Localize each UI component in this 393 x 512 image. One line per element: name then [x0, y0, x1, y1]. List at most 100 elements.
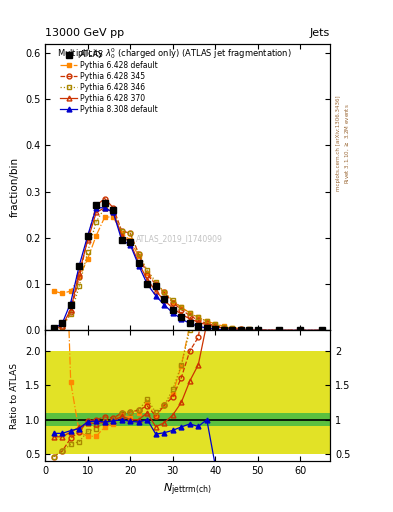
Pythia 6.428 370	[247, 327, 252, 333]
Pythia 6.428 346	[60, 324, 64, 330]
Y-axis label: fraction/bin: fraction/bin	[9, 157, 19, 217]
Pythia 6.428 default	[221, 323, 226, 329]
ATLAS	[85, 232, 90, 239]
ATLAS	[230, 327, 235, 333]
Pythia 8.308 default	[298, 327, 303, 333]
ATLAS	[255, 327, 260, 333]
Pythia 6.428 default	[94, 232, 99, 239]
Pythia 6.428 370	[128, 240, 132, 246]
Pythia 6.428 370	[213, 324, 218, 330]
Pythia 6.428 346	[94, 219, 99, 225]
ATLAS	[187, 320, 192, 326]
ATLAS	[60, 321, 64, 327]
Pythia 8.308 default	[102, 205, 107, 211]
Pythia 6.428 370	[102, 205, 107, 211]
Pythia 6.428 default	[196, 314, 201, 321]
ATLAS	[239, 327, 243, 333]
Pythia 6.428 346	[179, 304, 184, 310]
Pythia 8.308 default	[171, 310, 175, 316]
Pythia 6.428 370	[239, 327, 243, 333]
ATLAS	[77, 263, 82, 269]
Y-axis label: Ratio to ATLAS: Ratio to ATLAS	[10, 362, 19, 429]
Pythia 8.308 default	[60, 321, 64, 327]
Pythia 6.428 default	[111, 214, 116, 220]
Pythia 6.428 370	[196, 319, 201, 325]
Pythia 6.428 default	[119, 230, 124, 237]
Pythia 6.428 345	[128, 230, 132, 237]
Pythia 6.428 370	[298, 327, 303, 333]
Pythia 6.428 346	[162, 289, 167, 295]
Pythia 6.428 345	[145, 272, 150, 278]
Pythia 6.428 345	[51, 327, 56, 333]
Pythia 6.428 345	[102, 196, 107, 202]
Pythia 8.308 default	[179, 316, 184, 322]
Pythia 6.428 346	[85, 249, 90, 255]
Pythia 8.308 default	[319, 327, 324, 333]
Line: Pythia 6.428 345: Pythia 6.428 345	[51, 196, 324, 333]
Pythia 6.428 default	[213, 321, 218, 327]
Text: Multiplicity $\lambda_0^0$ (charged only) (ATLAS jet fragmentation): Multiplicity $\lambda_0^0$ (charged only…	[57, 47, 291, 61]
Pythia 6.428 default	[85, 255, 90, 262]
Pythia 6.428 default	[187, 310, 192, 316]
ATLAS	[153, 283, 158, 289]
ATLAS	[221, 327, 226, 333]
Pythia 6.428 370	[153, 288, 158, 294]
ATLAS	[111, 207, 116, 213]
Line: Pythia 6.428 default: Pythia 6.428 default	[51, 215, 324, 333]
Pythia 6.428 default	[319, 327, 324, 333]
Pythia 6.428 345	[111, 205, 116, 211]
Pythia 6.428 default	[162, 289, 167, 295]
Pythia 6.428 default	[60, 290, 64, 296]
Pythia 8.308 default	[145, 281, 150, 287]
Pythia 6.428 default	[277, 327, 281, 333]
Pythia 6.428 345	[187, 312, 192, 318]
Pythia 6.428 345	[77, 274, 82, 280]
ATLAS	[136, 260, 141, 266]
Text: 13000 GeV pp: 13000 GeV pp	[45, 28, 124, 38]
X-axis label: $N_{\mathrm{jettrm(ch)}}$: $N_{\mathrm{jettrm(ch)}}$	[163, 481, 212, 498]
Pythia 8.308 default	[111, 209, 116, 216]
Pythia 6.428 345	[247, 327, 252, 333]
Pythia 6.428 346	[298, 327, 303, 333]
Pythia 6.428 346	[119, 228, 124, 234]
Pythia 6.428 346	[51, 327, 56, 333]
ATLAS	[128, 240, 132, 246]
Pythia 6.428 346	[187, 310, 192, 316]
Text: mcplots.cern.ch [arXiv:1306.3436]: mcplots.cern.ch [arXiv:1306.3436]	[336, 96, 341, 191]
Pythia 8.308 default	[277, 327, 281, 333]
Pythia 6.428 345	[85, 235, 90, 241]
Pythia 6.428 370	[145, 276, 150, 283]
Line: Pythia 6.428 370: Pythia 6.428 370	[51, 205, 324, 333]
Pythia 6.428 346	[68, 311, 73, 317]
Pythia 8.308 default	[247, 327, 252, 333]
Pythia 6.428 346	[102, 205, 107, 211]
Pythia 6.428 346	[255, 327, 260, 333]
Pythia 6.428 370	[60, 323, 64, 329]
Pythia 8.308 default	[196, 323, 201, 329]
Pythia 6.428 370	[277, 327, 281, 333]
Pythia 6.428 345	[119, 228, 124, 234]
ATLAS	[119, 237, 124, 243]
Pythia 8.308 default	[136, 263, 141, 269]
Pythia 6.428 345	[221, 325, 226, 331]
Pythia 6.428 345	[277, 327, 281, 333]
Line: Pythia 8.308 default: Pythia 8.308 default	[51, 205, 324, 333]
Text: Jets: Jets	[310, 28, 330, 38]
ATLAS	[94, 202, 99, 208]
Pythia 6.428 default	[145, 269, 150, 275]
Legend: ATLAS, Pythia 6.428 default, Pythia 6.428 345, Pythia 6.428 346, Pythia 6.428 37: ATLAS, Pythia 6.428 default, Pythia 6.42…	[61, 50, 158, 114]
Pythia 6.428 370	[255, 327, 260, 333]
Pythia 6.428 345	[60, 324, 64, 330]
Pythia 6.428 370	[77, 269, 82, 275]
ATLAS	[213, 326, 218, 332]
ATLAS	[179, 314, 184, 321]
Pythia 6.428 default	[239, 326, 243, 332]
Pythia 6.428 346	[111, 209, 116, 216]
ATLAS	[298, 327, 303, 333]
Pythia 6.428 346	[204, 318, 209, 324]
Pythia 8.308 default	[153, 293, 158, 299]
Pythia 6.428 default	[153, 281, 158, 287]
Pythia 8.308 default	[85, 232, 90, 239]
ATLAS	[196, 323, 201, 329]
Pythia 6.428 370	[221, 325, 226, 331]
